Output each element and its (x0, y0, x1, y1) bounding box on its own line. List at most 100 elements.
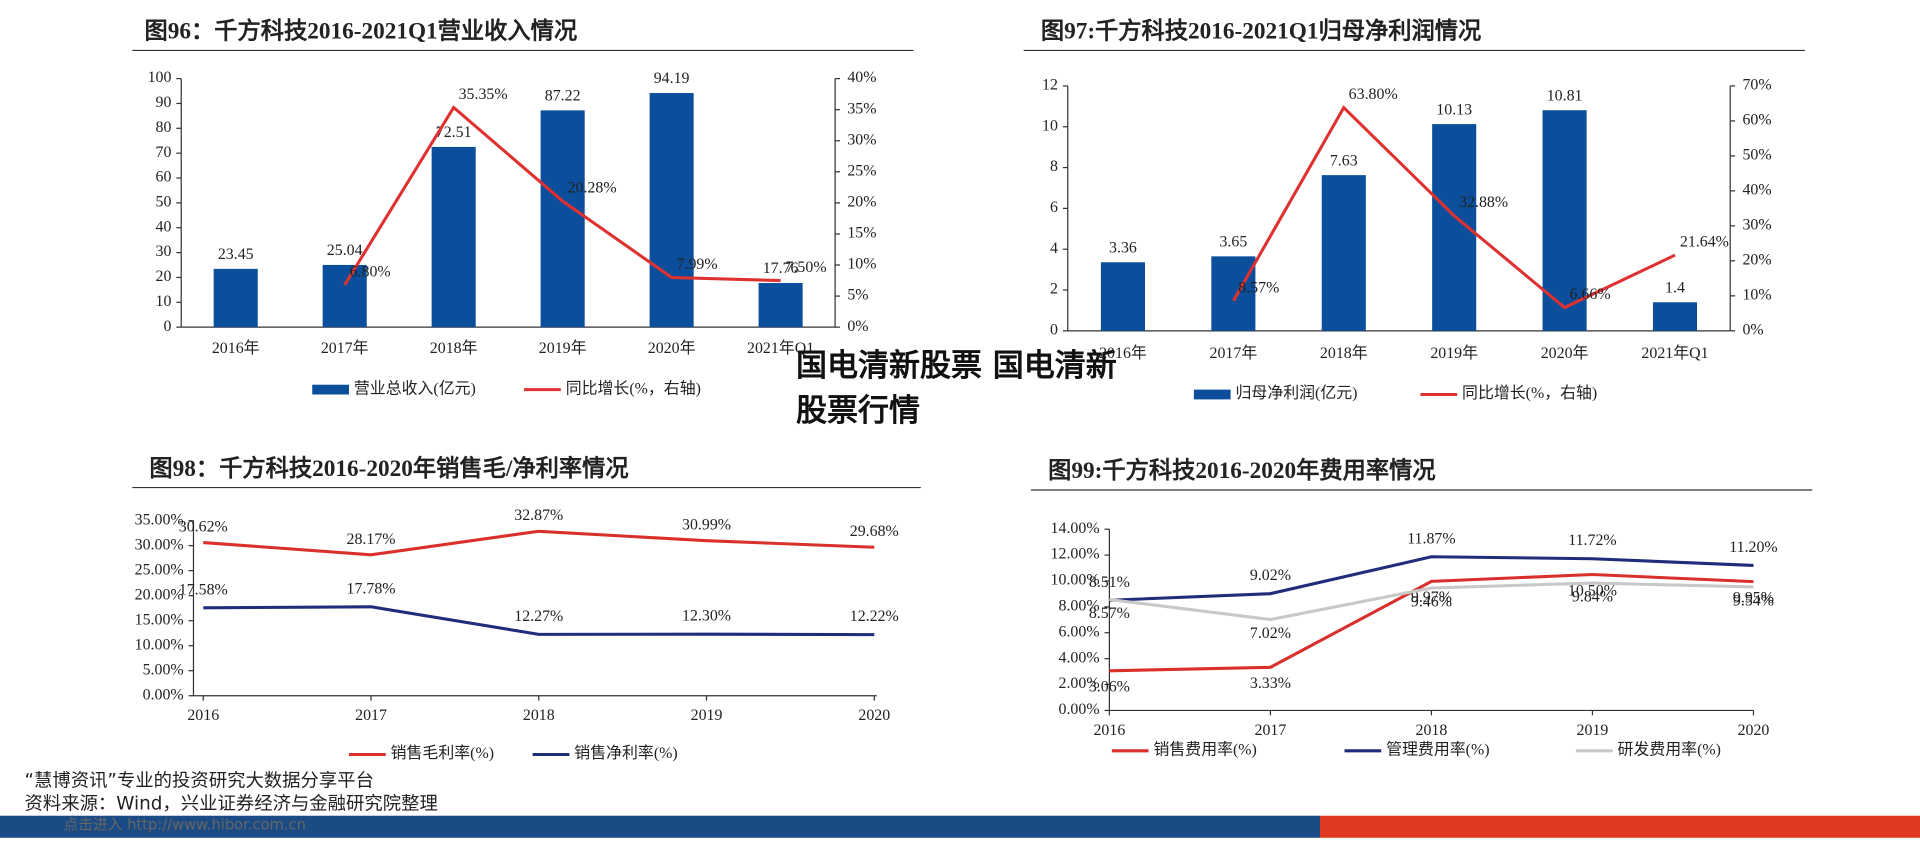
line-value-label: 9.95% (1733, 589, 1774, 606)
x-tick-label: 2016 (1093, 722, 1125, 739)
line-value-label: 12.22% (850, 608, 899, 625)
x-tick-label: 2020 (858, 707, 890, 724)
overlay-text: 国电清新股票 国电清新股票行情 (796, 348, 1117, 429)
line-value-label: 7.02% (1250, 625, 1291, 642)
y2-tick-label: 0% (1742, 321, 1763, 338)
line-value-label: 28.17% (346, 531, 395, 548)
y-tick-label: 6 (1050, 199, 1058, 216)
line-value-label: 35.35% (459, 86, 508, 103)
line-value-label: 32.87% (514, 507, 563, 524)
y-tick-label: 10.00% (135, 636, 184, 653)
y-tick-label: 60 (156, 169, 172, 186)
legend-label: 销售净利率(%) (574, 744, 677, 762)
y-tick-label: 70 (156, 144, 172, 161)
line-value-label: 9.84% (1572, 588, 1613, 605)
y2-tick-label: 20% (1742, 252, 1771, 269)
line-value-label: 11.72% (1568, 532, 1616, 549)
y-tick-label: 8 (1050, 158, 1058, 175)
y-tick-label: 4.00% (1058, 649, 1099, 666)
bar (1652, 302, 1698, 331)
legend-swatch (1193, 389, 1231, 400)
y-tick-label: 10 (156, 293, 172, 310)
bar-value-label: 7.63 (1330, 152, 1358, 169)
y2-tick-label: 10% (1742, 287, 1771, 304)
legend-swatch (312, 384, 349, 395)
y-tick-label: 100 (148, 69, 172, 86)
chart-title: 图97:千方科技2016-2021Q1归母净利润情况 (1041, 18, 1481, 45)
x-tick-label: 2018年 (1320, 344, 1368, 362)
bar-value-label: 25.04 (327, 242, 363, 259)
y2-tick-label: 30% (847, 131, 876, 148)
y2-tick-label: 30% (1742, 217, 1771, 234)
bar (1321, 175, 1366, 331)
bar-value-label: 72.51 (436, 124, 472, 141)
line-value-label: 30.62% (179, 519, 228, 536)
bar (758, 283, 803, 328)
bar (1211, 256, 1256, 331)
y-tick-label: 12 (1042, 77, 1058, 94)
y2-tick-label: 70% (1742, 77, 1771, 94)
x-tick-label: 2016年 (212, 339, 260, 357)
line-value-label: 32.88% (1459, 194, 1508, 211)
y-tick-label: 30 (156, 243, 172, 260)
y-tick-label: 30.00% (135, 536, 184, 553)
y-tick-label: 80 (156, 119, 172, 136)
y-tick-label: 0 (163, 318, 171, 335)
y-tick-label: 4 (1050, 240, 1058, 257)
line-series (1109, 581, 1754, 622)
y-tick-label: 50 (156, 194, 172, 211)
y-tick-label: 25.00% (135, 561, 184, 578)
bar-value-label: 23.45 (218, 246, 254, 263)
x-tick-label: 2017 (1255, 722, 1287, 739)
line-value-label: 29.68% (850, 523, 899, 540)
y-tick-label: 8.00% (1058, 598, 1099, 615)
line-series (343, 105, 781, 286)
legend-label: 研发费用率(%) (1618, 740, 1721, 758)
x-tick-label: 2018年 (430, 339, 478, 357)
y-tick-label: 10.00% (1051, 572, 1100, 589)
legend-label: 同比增长(%，右轴) (1462, 384, 1597, 402)
chart-title: 图98：千方科技2016-2020年销售毛/净利率情况 (149, 455, 628, 482)
y-tick-label: 12.00% (1051, 546, 1100, 563)
footer-link[interactable]: 点击进入 http://www.hibor.com.cn (64, 817, 306, 834)
line-value-label: 6.66% (1569, 286, 1610, 303)
x-tick-label: 2020年 (648, 339, 696, 357)
y2-tick-label: 35% (847, 100, 876, 117)
y-tick-label: 0.00% (143, 686, 184, 703)
line-value-label: 3.06% (1089, 679, 1130, 696)
y-tick-label: 2 (1050, 281, 1058, 298)
line-value-label: 9.97% (1411, 589, 1452, 606)
y2-tick-label: 40% (1742, 182, 1771, 199)
line-value-label: 17.78% (346, 580, 395, 597)
line-value-label: 8.57% (1089, 605, 1130, 622)
y2-tick-label: 5% (847, 287, 868, 304)
y2-tick-label: 15% (847, 225, 876, 242)
y-tick-label: 15.00% (135, 611, 184, 628)
y2-tick-label: 50% (1742, 147, 1771, 164)
legend-label: 同比增长(%，右轴) (566, 379, 701, 397)
bar (213, 268, 258, 328)
line-value-label: 3.33% (1250, 675, 1291, 692)
x-tick-label: 2021年Q1 (747, 339, 814, 357)
x-tick-label: 2021年Q1 (1641, 344, 1708, 362)
line-value-label: 9.02% (1250, 567, 1291, 584)
line-value-label: 7.50% (786, 259, 827, 276)
footer-platform: “慧博资讯”专业的投资研究大数据分享平台 (24, 770, 373, 791)
bar-value-label: 3.36 (1109, 239, 1137, 256)
line-series (1109, 555, 1754, 602)
line-value-label: 11.20% (1729, 539, 1777, 556)
y2-tick-label: 40% (847, 69, 876, 86)
line-value-label: 20.28% (568, 180, 617, 197)
line-value-label: 11.87% (1407, 530, 1455, 547)
line-value-label: 8.57% (1238, 279, 1279, 296)
x-tick-label: 2019 (1577, 722, 1609, 739)
bar (431, 146, 476, 328)
bar (1100, 262, 1145, 331)
bar-value-label: 87.22 (545, 88, 581, 105)
x-tick-label: 2016 (187, 707, 219, 724)
y-tick-label: 10 (1042, 117, 1058, 134)
bar (540, 110, 585, 328)
line-value-label: 63.80% (1349, 86, 1398, 103)
